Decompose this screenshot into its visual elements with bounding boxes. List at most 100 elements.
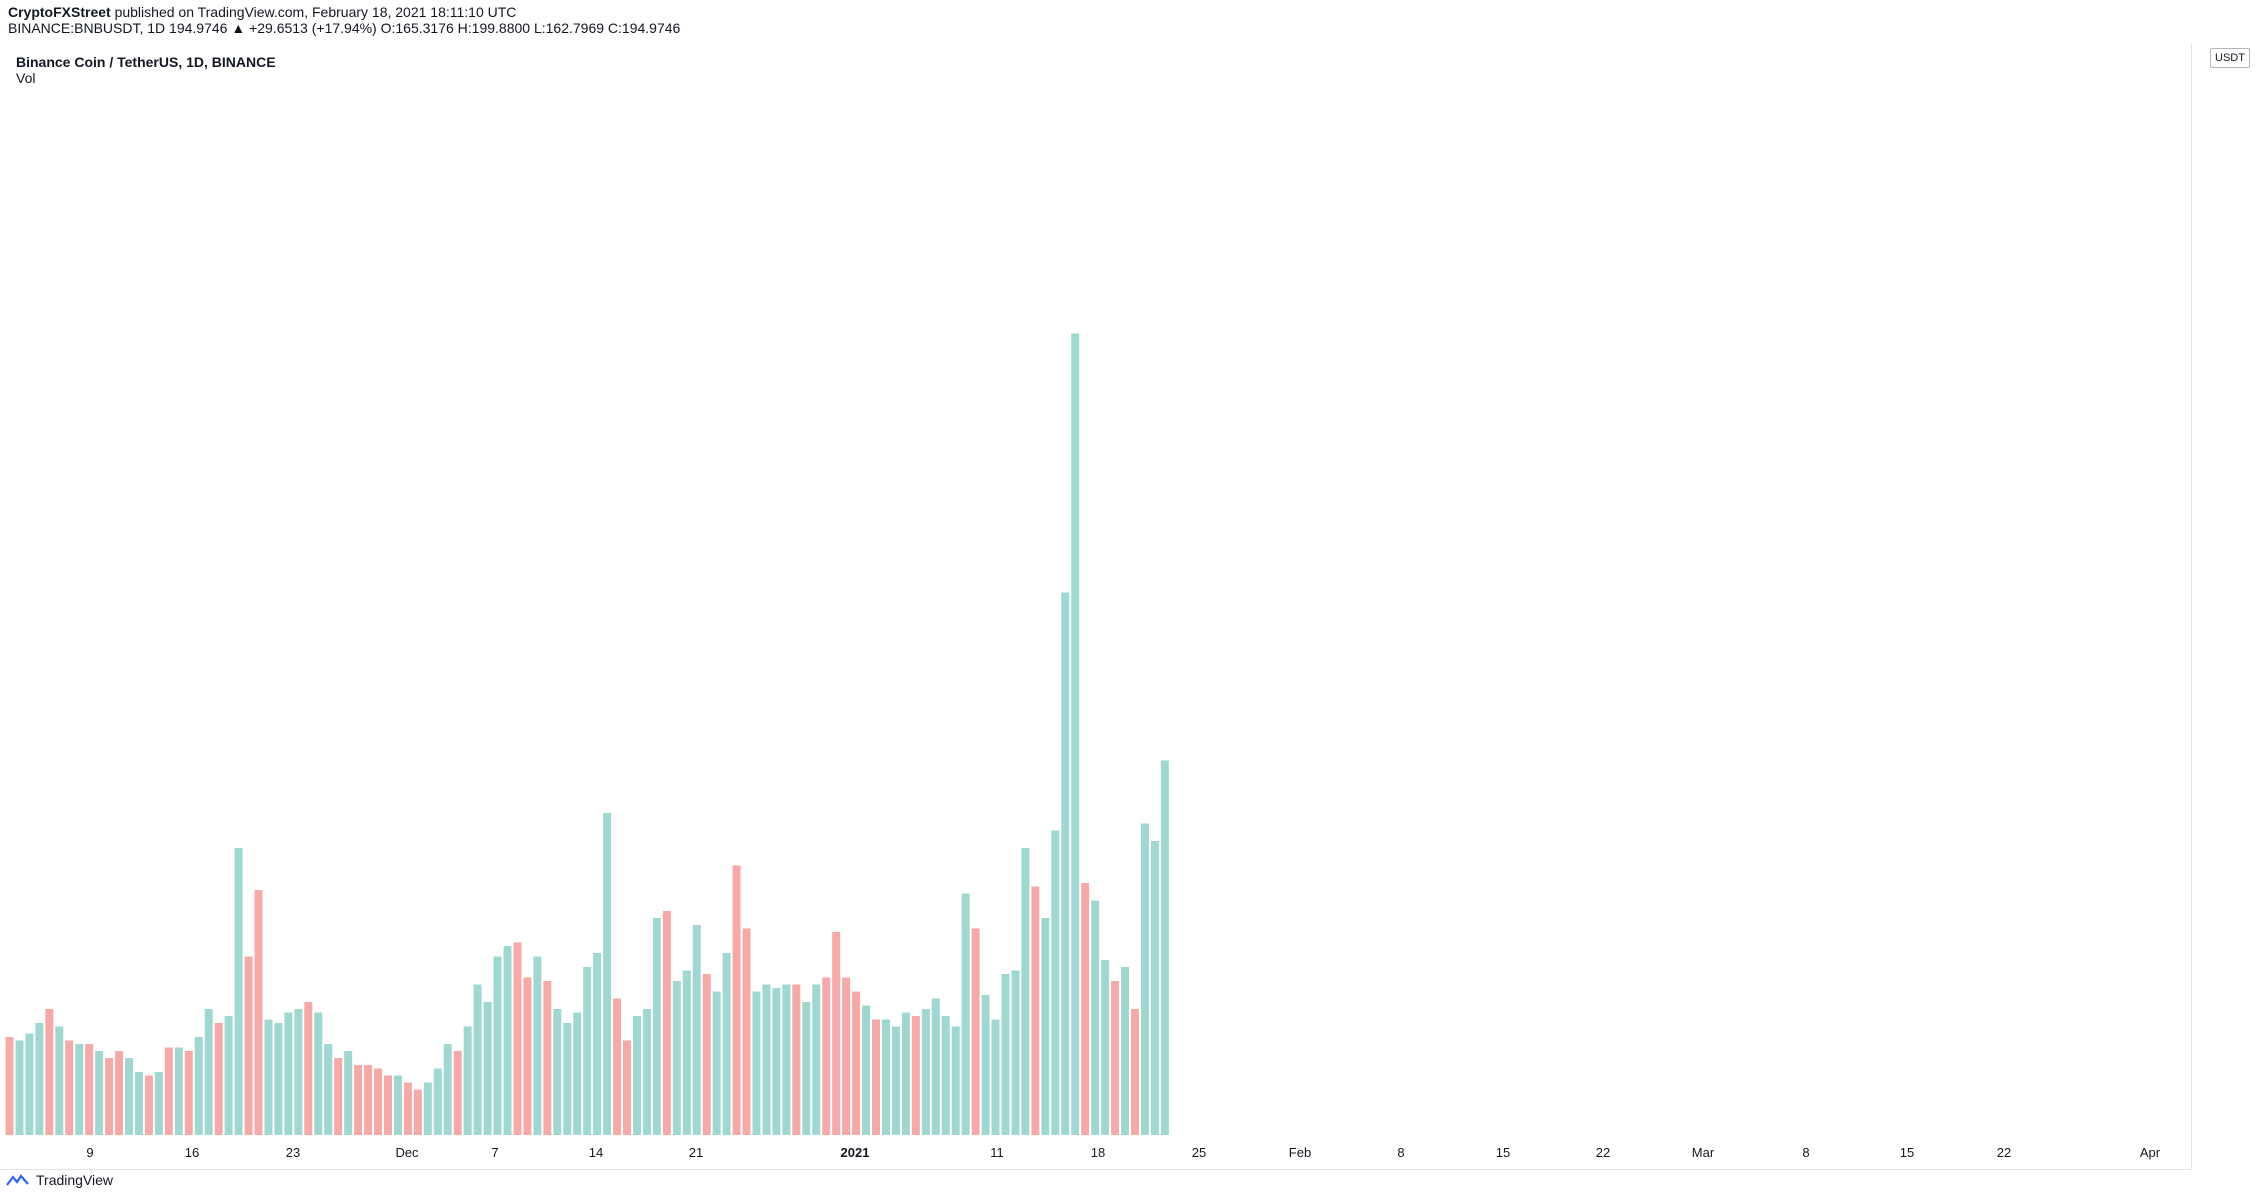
volume-bar — [573, 1012, 582, 1135]
chart-pane[interactable] — [0, 44, 2192, 1170]
x-tick-label: 22 — [1997, 1145, 2011, 1160]
volume-bar — [802, 1002, 811, 1135]
volume-bar — [294, 1009, 303, 1135]
x-tick-label: 21 — [689, 1145, 703, 1160]
volume-bar — [852, 991, 861, 1135]
volume-bar — [752, 991, 761, 1135]
volume-bar — [682, 970, 691, 1135]
volume-bar — [652, 918, 661, 1135]
volume-bar — [603, 813, 612, 1135]
volume-bar — [1071, 333, 1080, 1135]
volume-bar — [65, 1040, 74, 1135]
x-tick-label: 16 — [185, 1145, 199, 1160]
volume-bar — [931, 998, 940, 1135]
x-tick-label: 15 — [1900, 1145, 1914, 1160]
volume-bar — [921, 1009, 930, 1135]
x-tick-label: Dec — [395, 1145, 419, 1160]
volume-bar — [413, 1089, 422, 1135]
x-tick-label: 14 — [589, 1145, 603, 1160]
volume-bar — [463, 1026, 472, 1135]
volume-bar — [593, 953, 602, 1135]
volume-bar — [95, 1051, 104, 1135]
x-tick-label: 7 — [491, 1145, 498, 1160]
symbol-title: Binance Coin / TetherUS, 1D, BINANCE — [16, 54, 276, 70]
volume-bar — [85, 1044, 94, 1135]
volume-bar — [792, 984, 801, 1135]
volume-bar — [842, 977, 851, 1135]
volume-bar — [533, 956, 542, 1135]
currency-badge[interactable]: USDT — [2210, 48, 2250, 68]
volume-bar — [1150, 841, 1159, 1135]
volume-bar — [45, 1009, 54, 1135]
volume-bar — [901, 1012, 910, 1135]
x-tick-label: Mar — [1692, 1145, 1715, 1160]
volume-bar — [1001, 974, 1010, 1135]
volume-bar — [1051, 830, 1060, 1135]
x-tick-label: 25 — [1192, 1145, 1206, 1160]
x-tick-label: Apr — [2140, 1145, 2161, 1160]
volume-bar — [1021, 848, 1030, 1135]
volume-bar — [284, 1012, 293, 1135]
volume-bar — [553, 1009, 562, 1135]
volume-label: Vol — [16, 70, 36, 86]
volume-bar — [543, 981, 552, 1135]
volume-bar — [1101, 960, 1110, 1135]
volume-bar — [184, 1051, 193, 1135]
volume-bar — [55, 1026, 64, 1135]
footer-brand-text: TradingView — [36, 1172, 114, 1188]
volume-bar — [722, 953, 731, 1135]
volume-bar — [224, 1016, 233, 1135]
x-tick-label: 15 — [1496, 1145, 1510, 1160]
volume-bar — [244, 956, 253, 1135]
volume-bar — [134, 1072, 143, 1135]
volume-bar — [25, 1033, 34, 1135]
volume-bar — [403, 1082, 412, 1135]
volume-bar — [105, 1058, 114, 1135]
volume-bar — [961, 893, 970, 1135]
volume-bar — [35, 1023, 44, 1135]
published-text: published on TradingView.com, February 1… — [114, 4, 517, 20]
volume-bar — [174, 1047, 183, 1135]
volume-bar — [513, 942, 522, 1135]
volume-bar — [493, 956, 502, 1135]
volume-bar — [393, 1075, 402, 1135]
volume-bar — [1041, 918, 1050, 1135]
volume-bar — [443, 1044, 452, 1135]
volume-bar — [483, 1002, 492, 1135]
volume-bar — [523, 977, 532, 1135]
volume-bar — [742, 928, 751, 1135]
volume-bar — [632, 1016, 641, 1135]
volume-bar — [354, 1065, 363, 1135]
volume-bar — [75, 1044, 84, 1135]
volume-bar — [991, 1019, 1000, 1135]
footer-brand: TradingView — [6, 1172, 113, 1188]
volume-bar — [204, 1009, 213, 1135]
volume-bar — [453, 1051, 462, 1135]
volume-bar — [234, 848, 243, 1135]
volume-bar — [1160, 760, 1169, 1135]
volume-bar — [115, 1051, 124, 1135]
x-tick-label: 9 — [86, 1145, 93, 1160]
volume-bar — [374, 1068, 383, 1135]
volume-bar — [1031, 886, 1040, 1135]
volume-bar — [981, 995, 990, 1135]
volume-bar — [941, 1016, 950, 1135]
volume-bar — [702, 974, 711, 1135]
volume-bar — [881, 1019, 890, 1135]
volume-bar — [712, 991, 721, 1135]
x-tick-label: 18 — [1091, 1145, 1105, 1160]
volume-bar — [304, 1002, 313, 1135]
volume-bar — [364, 1065, 373, 1135]
volume-bar — [732, 865, 741, 1135]
volume-bar — [971, 928, 980, 1135]
volume-bar — [812, 984, 821, 1135]
volume-bar — [692, 925, 701, 1135]
x-tick-label: 22 — [1596, 1145, 1610, 1160]
volume-bar — [264, 1019, 273, 1135]
x-tick-label: 23 — [286, 1145, 300, 1160]
volume-bar — [911, 1016, 920, 1135]
volume-bar — [473, 984, 482, 1135]
volume-bar — [15, 1040, 24, 1135]
x-tick-label: Feb — [1289, 1145, 1311, 1160]
